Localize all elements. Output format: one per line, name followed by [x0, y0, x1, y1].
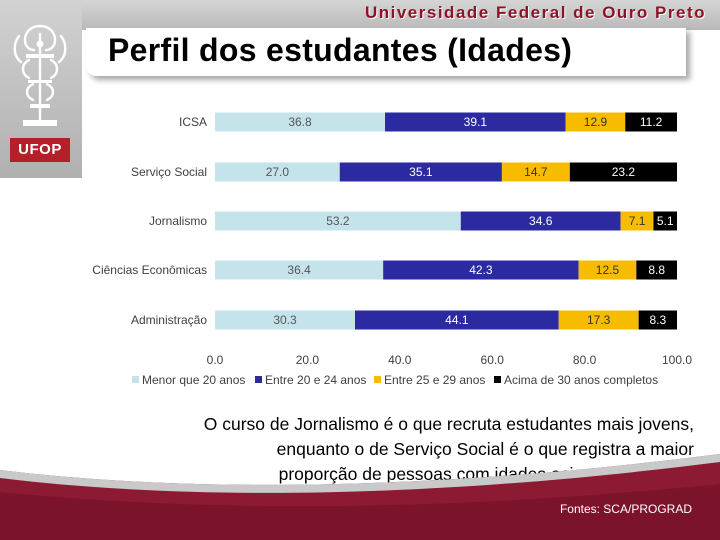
data-label: 17.3	[587, 313, 611, 327]
stacked-bar-chart: ICSA 36.8 39.1 12.9 11.2 Serviço Social 27.0 35…	[92, 112, 692, 387]
x-tick-label: 80.0	[573, 353, 597, 367]
data-label: 36.4	[287, 263, 311, 277]
data-label: 42.3	[469, 263, 493, 277]
header-band	[0, 0, 720, 30]
summary-line-2: enquanto o de Serviço Social é o que reg…	[276, 439, 694, 459]
source-note: Fontes: SCA/PROGRAD	[559, 502, 692, 516]
legend-entry: Entre 25 e 29 anos	[384, 373, 485, 387]
bar-segment	[215, 112, 386, 132]
bar-segment	[215, 260, 384, 280]
legend-entry: Entre 20 e 24 anos	[265, 373, 366, 387]
category-label: ICSA	[179, 115, 207, 129]
bar-segment	[354, 310, 559, 330]
x-tick-label: 0.0	[207, 353, 224, 367]
bar-segment	[383, 260, 579, 280]
bar-segment	[625, 112, 677, 132]
legend-swatch	[132, 376, 139, 383]
data-label: 27.0	[266, 165, 290, 179]
ufop-logo: UFOP	[10, 138, 70, 162]
summary-line-1: O curso de Jornalismo é o que recruta es…	[203, 414, 694, 434]
data-label: 8.8	[648, 263, 665, 277]
legend-swatch	[494, 376, 501, 383]
bar-segment	[565, 112, 626, 132]
data-label: 5.1	[657, 214, 674, 228]
data-label: 8.3	[649, 313, 666, 327]
university-name: Universidade Federal de Ouro Preto	[364, 3, 706, 22]
data-label: 23.2	[612, 165, 636, 179]
data-label: 14.7	[524, 165, 548, 179]
data-label: 7.1	[629, 214, 646, 228]
data-label: 11.2	[640, 115, 663, 129]
page-title: Perfil dos estudantes (Idades)	[108, 32, 573, 68]
data-label: 36.8	[288, 115, 312, 129]
category-label: Jornalismo	[149, 214, 207, 228]
data-label: 53.2	[326, 214, 350, 228]
crest-icon	[13, 24, 67, 126]
bar-segment	[215, 162, 340, 182]
bar-segment	[638, 310, 677, 330]
bar-segment	[501, 162, 570, 182]
legend-swatch	[374, 376, 381, 383]
category-label: Ciências Econômicas	[92, 263, 207, 277]
x-tick-label: 40.0	[388, 353, 412, 367]
legend-swatch	[255, 376, 262, 383]
bar-segment	[215, 310, 355, 330]
x-tick-label: 60.0	[481, 353, 505, 367]
bar-segment	[569, 162, 677, 182]
bar-segment	[620, 211, 654, 231]
data-label: 30.3	[273, 313, 297, 327]
category-label: Administração	[131, 313, 207, 327]
bar-segment	[653, 211, 677, 231]
title-box	[86, 28, 686, 76]
data-label: 44.1	[445, 313, 469, 327]
bar-segment	[385, 112, 566, 132]
data-label: 34.6	[529, 214, 553, 228]
bar-segment	[460, 211, 621, 231]
bar-segment	[558, 310, 639, 330]
category-label: Serviço Social	[131, 165, 207, 179]
bar-segment	[636, 260, 677, 280]
bar-segment	[215, 211, 461, 231]
data-label: 39.1	[464, 115, 488, 129]
data-label: 12.9	[584, 115, 608, 129]
legend-entry: Acima de 30 anos completos	[504, 373, 658, 387]
legend-entry: Menor que 20 anos	[142, 373, 245, 387]
x-tick-label: 100.0	[662, 353, 692, 367]
bar-segment	[339, 162, 502, 182]
x-tick-label: 20.0	[296, 353, 320, 367]
data-label: 35.1	[409, 165, 433, 179]
bar-segment	[578, 260, 637, 280]
data-label: 12.5	[596, 263, 620, 277]
